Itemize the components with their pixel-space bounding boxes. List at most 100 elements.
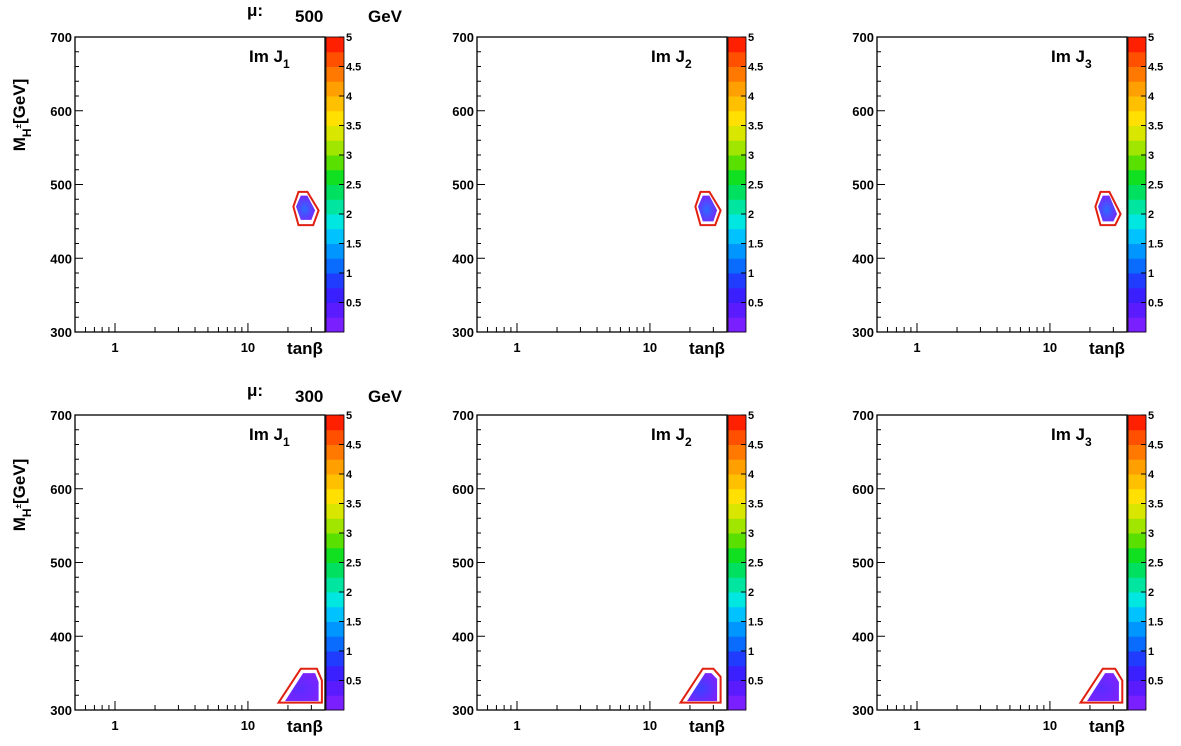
y-tick-label: 500 bbox=[452, 556, 474, 571]
colorbar-band bbox=[1128, 444, 1146, 460]
x-axis-title: tanβ bbox=[689, 717, 725, 736]
y-tick-label: 500 bbox=[852, 556, 874, 571]
y-tick-label: 700 bbox=[50, 408, 72, 423]
colorbar-band bbox=[728, 680, 746, 696]
contour-boundary bbox=[678, 667, 722, 704]
colorbar-band bbox=[326, 651, 344, 667]
y-tick-label: 400 bbox=[852, 251, 874, 266]
colorbar-band bbox=[326, 258, 344, 274]
colorbar-tick-label: 4.5 bbox=[1148, 62, 1163, 74]
colorbar-band bbox=[728, 636, 746, 652]
colorbar-band bbox=[728, 695, 746, 711]
colorbar-tick-label: 1.5 bbox=[346, 239, 361, 251]
colorbar-tick-label: 5 bbox=[748, 32, 754, 44]
colorbar-band bbox=[1128, 169, 1146, 185]
colorbar-tick-label: 5 bbox=[1148, 32, 1154, 44]
colorbar-band bbox=[326, 302, 344, 318]
colorbar-tick-label: 1.5 bbox=[748, 239, 763, 251]
colorbar-band bbox=[326, 518, 344, 534]
y-tick-label: 700 bbox=[452, 30, 474, 45]
colorbar-band bbox=[326, 459, 344, 475]
colorbar-band bbox=[326, 415, 344, 431]
row-header-0: μ: 500 GeV bbox=[247, 1, 403, 26]
mu-unit: GeV bbox=[368, 7, 403, 26]
y-tick-label: 400 bbox=[50, 629, 72, 644]
colorbar-tick-label: 2 bbox=[1148, 209, 1154, 221]
x-tick-label: 1 bbox=[913, 718, 920, 733]
colorbar-tick-label: 1 bbox=[1148, 268, 1154, 280]
colorbar-tick-label: 2 bbox=[748, 587, 754, 599]
heatmap-region bbox=[296, 195, 316, 220]
colorbar-band bbox=[1128, 140, 1146, 156]
colorbar-tick-label: 3 bbox=[346, 528, 352, 540]
colorbar-tick-label: 4 bbox=[748, 469, 755, 481]
colorbar-tick-label: 0.5 bbox=[346, 676, 361, 688]
colorbar-band bbox=[1128, 184, 1146, 200]
y-tick-label: 300 bbox=[852, 703, 874, 718]
panel-title: Im J2 bbox=[651, 425, 692, 449]
colorbar-band bbox=[326, 533, 344, 549]
colorbar-tick-label: 1 bbox=[346, 268, 352, 280]
colorbar-band bbox=[326, 169, 344, 185]
colorbar-tick-label: 2 bbox=[1148, 587, 1154, 599]
colorbar-tick-label: 2 bbox=[346, 587, 352, 599]
x-tick-label: 10 bbox=[1043, 718, 1057, 733]
contour-boundary bbox=[276, 667, 323, 704]
colorbar-band bbox=[1128, 680, 1146, 696]
colorbar-tick-label: 3 bbox=[1148, 150, 1154, 162]
colorbar-band bbox=[728, 592, 746, 608]
heatmap-region bbox=[1098, 195, 1118, 222]
colorbar-tick-label: 1 bbox=[748, 646, 754, 658]
colorbar-tick-label: 0.5 bbox=[1148, 676, 1163, 688]
y-axis-title-0: MH±[GeV] bbox=[10, 79, 34, 152]
colorbar-tick-label: 3.5 bbox=[346, 499, 361, 511]
colorbar-band bbox=[728, 110, 746, 126]
colorbar-band bbox=[1128, 592, 1146, 608]
colorbar-band bbox=[728, 577, 746, 593]
colorbar-band bbox=[326, 51, 344, 67]
y-tick-label: 400 bbox=[452, 629, 474, 644]
colorbar-band bbox=[326, 592, 344, 608]
y-tick-label: 500 bbox=[50, 556, 72, 571]
y-tick-label: 600 bbox=[852, 482, 874, 497]
colorbar-band bbox=[728, 155, 746, 171]
x-axis-title: tanβ bbox=[287, 717, 323, 736]
x-tick-label: 10 bbox=[241, 340, 255, 355]
y-tick-label: 600 bbox=[452, 104, 474, 119]
colorbar-band bbox=[1128, 533, 1146, 549]
colorbar-band bbox=[326, 140, 344, 156]
colorbar-tick-label: 1.5 bbox=[748, 617, 763, 629]
colorbar-tick-label: 4.5 bbox=[346, 62, 361, 74]
colorbar-band bbox=[326, 243, 344, 259]
colorbar-tick-label: 3 bbox=[748, 528, 754, 540]
colorbar-band bbox=[326, 81, 344, 97]
colorbar-band bbox=[326, 503, 344, 519]
colorbar-tick-label: 5 bbox=[346, 410, 352, 422]
colorbar-band bbox=[1128, 51, 1146, 67]
heatmap-region bbox=[1087, 673, 1119, 702]
colorbar-band bbox=[326, 695, 344, 711]
panel-title: Im J1 bbox=[249, 47, 290, 71]
colorbar-band bbox=[728, 96, 746, 112]
x-tick-label: 1 bbox=[513, 340, 520, 355]
colorbar-tick-label: 2 bbox=[346, 209, 352, 221]
contour-boundary bbox=[1078, 667, 1124, 704]
y-tick-label: 400 bbox=[452, 251, 474, 266]
colorbar-tick-label: 3 bbox=[346, 150, 352, 162]
colorbar-tick-label: 3.5 bbox=[748, 499, 763, 511]
colorbar-band bbox=[1128, 110, 1146, 126]
colorbar-tick-label: 5 bbox=[1148, 410, 1154, 422]
colorbar-tick-label: 2.5 bbox=[1148, 558, 1163, 570]
ylabel-main: M bbox=[10, 517, 29, 531]
colorbar-tick-label: 3 bbox=[748, 150, 754, 162]
plot-frame bbox=[876, 414, 1128, 711]
heatmap-region bbox=[698, 195, 718, 222]
colorbar-band bbox=[728, 258, 746, 274]
colorbar-tick-label: 2.5 bbox=[346, 180, 361, 192]
colorbar-band bbox=[728, 651, 746, 667]
colorbar-tick-label: 4.5 bbox=[748, 62, 763, 74]
panel-title: Im J3 bbox=[1051, 425, 1092, 449]
y-tick-label: 300 bbox=[50, 703, 72, 718]
colorbar-tick-label: 3.5 bbox=[1148, 499, 1163, 511]
plot-frame bbox=[476, 36, 728, 333]
